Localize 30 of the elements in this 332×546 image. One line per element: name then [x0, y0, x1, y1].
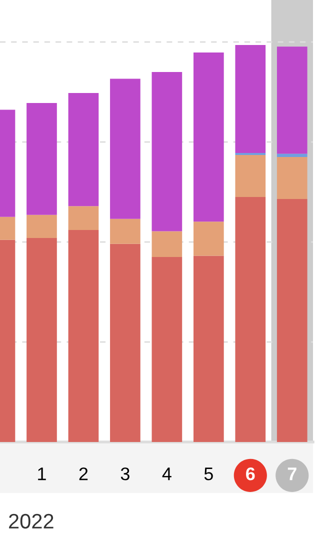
bar — [235, 197, 266, 442]
bar — [152, 231, 182, 257]
x-tick-label: 2 — [79, 467, 88, 480]
bar — [110, 218, 140, 244]
x-tick-label: 1 — [38, 468, 46, 480]
bar — [110, 244, 140, 442]
x-tick-label: 6 — [246, 467, 255, 480]
bar — [235, 45, 266, 153]
text: 2022 — [9, 514, 54, 529]
bar — [152, 72, 182, 232]
bar — [68, 93, 99, 206]
bar — [193, 222, 224, 256]
bar — [26, 238, 57, 442]
bar — [68, 230, 99, 442]
x-tick-label: 3 — [120, 467, 130, 480]
bar — [276, 156, 308, 200]
bar — [235, 154, 266, 198]
bar — [193, 256, 224, 442]
x-tick-label: 7 — [288, 468, 296, 480]
bar — [26, 102, 57, 215]
bar — [276, 199, 308, 442]
bar — [276, 154, 308, 157]
x-tick-label: 5 — [204, 468, 213, 480]
bar — [26, 214, 57, 238]
bar — [152, 257, 182, 442]
bar — [276, 46, 308, 154]
bar — [193, 52, 224, 222]
bar — [68, 206, 99, 230]
x-tick-label: 4 — [162, 468, 172, 480]
bar — [110, 78, 140, 219]
